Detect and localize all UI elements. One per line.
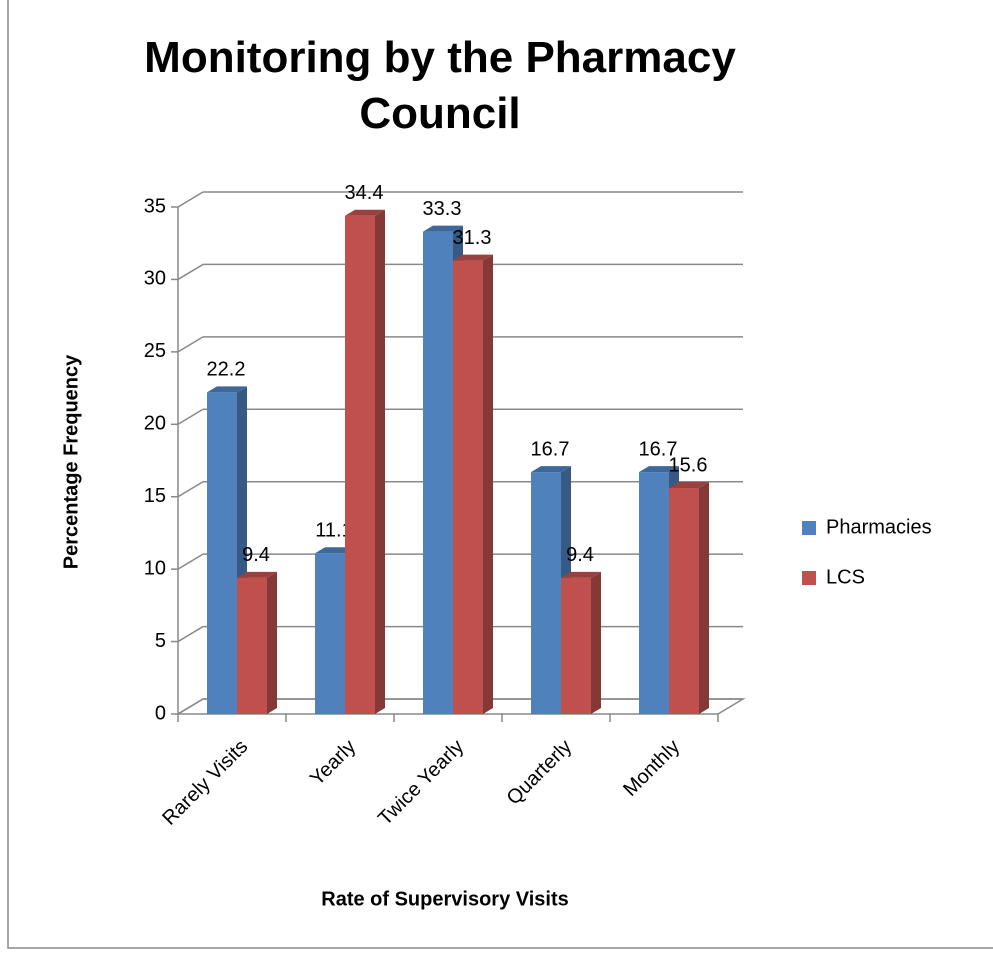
x-tick-label: Twice Yearly [374, 736, 468, 830]
bar-face [669, 488, 699, 714]
bar [561, 571, 601, 714]
legend-label: Pharmacies [826, 516, 932, 538]
legend-label: LCS [826, 566, 865, 588]
bar-face [561, 571, 601, 578]
bar-face [669, 482, 709, 489]
grid-line [177, 481, 204, 498]
legend-swatch [802, 571, 816, 585]
data-label: 15.6 [669, 454, 708, 476]
y-tick-label: 30 [144, 268, 166, 290]
bar-face [453, 254, 493, 261]
y-tick-label: 10 [144, 557, 166, 579]
data-label: 16.7 [531, 438, 570, 460]
bar [531, 466, 571, 714]
bar-face [531, 466, 571, 473]
bar-face [375, 209, 385, 715]
y-tick-label: 0 [155, 702, 166, 724]
grid-line [177, 625, 204, 643]
bar-face [639, 466, 679, 473]
bar [669, 482, 709, 714]
x-tick-label: Quarterly [503, 736, 577, 810]
bar-face [483, 254, 493, 714]
y-tick-label: 35 [144, 195, 166, 217]
bar-face [423, 231, 453, 714]
x-tick-label: Monthly [619, 736, 684, 801]
x-tick-label: Rarely Visits [158, 736, 252, 830]
bar [237, 571, 277, 714]
grid-line [177, 336, 204, 353]
y-tick-label: 20 [144, 413, 166, 435]
bar-face [591, 571, 601, 714]
x-tick-label: Yearly [306, 736, 360, 790]
bar-face [423, 225, 463, 232]
data-label: 16.7 [639, 438, 678, 460]
bar-face [345, 209, 385, 216]
bar-face [699, 482, 709, 714]
x-axis-title: Rate of Supervisory Visits [321, 888, 569, 910]
data-label: 9.4 [566, 544, 594, 566]
grid-line [177, 698, 204, 715]
bar-face [237, 571, 277, 578]
bar-face [561, 577, 591, 714]
bar-face [315, 553, 345, 714]
bar-face [267, 571, 277, 714]
data-label: 22.2 [207, 359, 246, 381]
y-tick-label: 5 [155, 630, 166, 652]
bar-face [639, 472, 669, 714]
y-axis-title: Percentage Frequency [60, 354, 82, 569]
data-label: 33.3 [423, 198, 462, 220]
bar-face [207, 386, 247, 393]
frame [7, 0, 993, 949]
data-label: 9.4 [242, 544, 270, 566]
data-label: 34.4 [345, 182, 384, 204]
grid-line [177, 263, 204, 281]
y-tick-label: 25 [144, 340, 166, 362]
data-label: 11.1 [315, 519, 352, 541]
data-label: 31.3 [453, 227, 492, 249]
bar [345, 209, 385, 715]
bar-face [207, 392, 237, 714]
grid-line [177, 408, 204, 425]
bar-face [237, 577, 267, 714]
bar-face [453, 260, 483, 714]
y-tick-label: 15 [144, 485, 166, 507]
legend-swatch [802, 521, 816, 535]
grid-line [177, 553, 204, 570]
chart-title: Monitoring by the Pharmacy Council [144, 33, 736, 138]
bar-face [345, 215, 375, 715]
grid-line [177, 191, 204, 208]
bar [453, 254, 493, 714]
bar-face [531, 472, 561, 714]
